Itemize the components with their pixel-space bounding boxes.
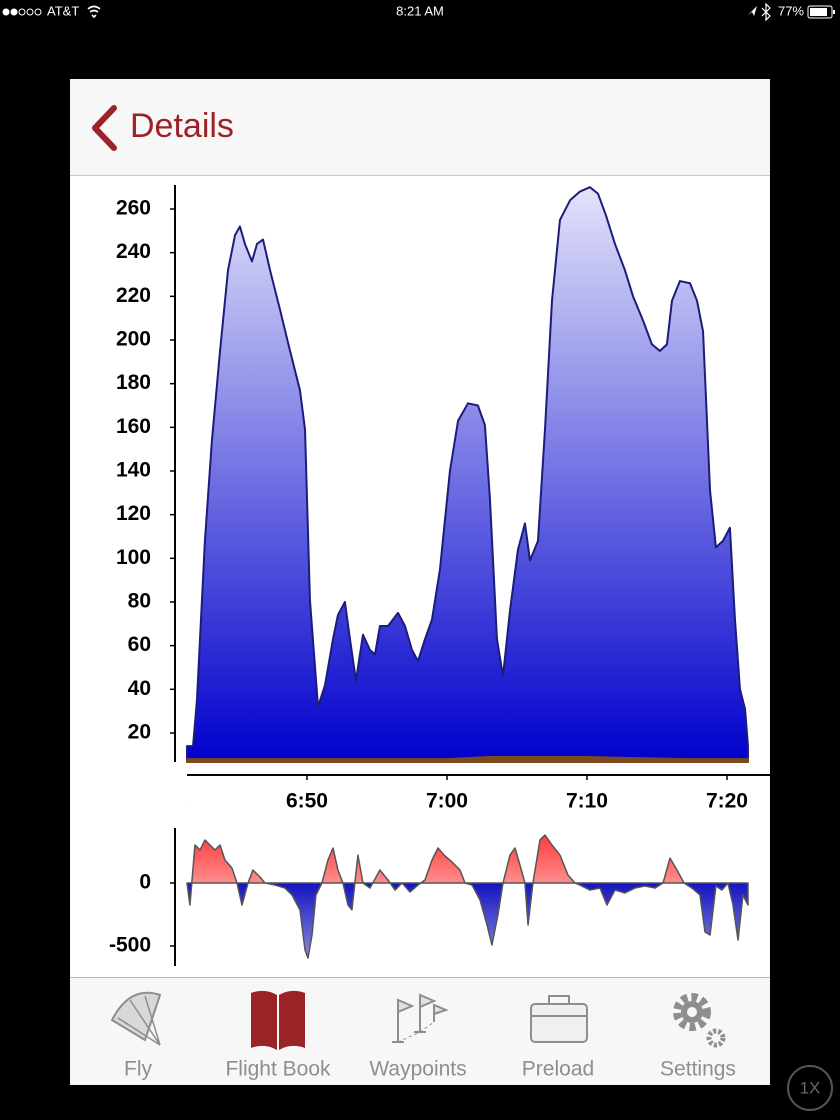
y-tick-label: 200: [116, 328, 151, 351]
tab-settings[interactable]: Settings: [660, 993, 736, 1081]
nav-title: Details: [130, 107, 234, 145]
nav-bar: Details: [70, 79, 770, 176]
zoom-button[interactable]: 1X: [787, 1065, 833, 1111]
x-tick-label: 6:50: [286, 790, 328, 813]
y-tick-label: 20: [128, 721, 151, 744]
y-tick-label: 260: [116, 197, 151, 220]
x-tick-label: 7:20: [706, 790, 748, 813]
tab-label: Settings: [660, 1058, 736, 1081]
clock: 8:21 AM: [396, 3, 444, 18]
y-tick-label: 120: [116, 502, 151, 525]
y-tick-label: 220: [116, 284, 151, 307]
back-button[interactable]: Details: [92, 105, 234, 151]
tab-label: Flight Book: [225, 1058, 331, 1081]
x-tick-label: 7:00: [426, 790, 468, 813]
y-tick-label: 40: [128, 677, 151, 700]
x-tick-label: 6:40: [146, 790, 188, 813]
x-tick-label: 7:10: [566, 790, 608, 813]
tab-preload[interactable]: Preload: [522, 995, 594, 1081]
y-tick-label: 140: [116, 459, 151, 482]
zoom-label: 1X: [800, 1078, 821, 1097]
y-tick-label: 240: [116, 240, 151, 263]
y-tick-label: 180: [116, 371, 151, 394]
y-tick-label: 100: [116, 546, 151, 569]
tab-waypoints[interactable]: Waypoints: [369, 993, 467, 1081]
y-tick-label: 60: [128, 633, 151, 656]
charts: 204060801001201401601802002202402606:406…: [109, 185, 770, 966]
area: [186, 834, 749, 959]
tab-label: Preload: [522, 1058, 594, 1081]
battery-level: 77%: [778, 3, 804, 18]
carrier: AT&T: [47, 3, 79, 18]
tab-flight-book[interactable]: Flight Book: [225, 990, 331, 1081]
status-bar: AT&T 8:21 AM 77%: [2, 2, 835, 22]
tab-label: Waypoints: [369, 1058, 466, 1081]
y-tick-label: 0: [139, 871, 151, 894]
tab-label: Fly: [124, 1058, 152, 1081]
tab-bar: Fly Flight Book Waypoints Preload Settin…: [70, 977, 770, 1085]
x-tick-labels: 6:40 6:50 7:00 7:10 7:20: [146, 775, 748, 813]
area: [186, 186, 749, 763]
y-tick-label: 80: [128, 590, 151, 613]
y-tick-label: -500: [109, 934, 151, 957]
tab-fly[interactable]: Fly: [110, 991, 162, 1081]
area: [186, 755, 749, 763]
y-tick-label: 160: [116, 415, 151, 438]
